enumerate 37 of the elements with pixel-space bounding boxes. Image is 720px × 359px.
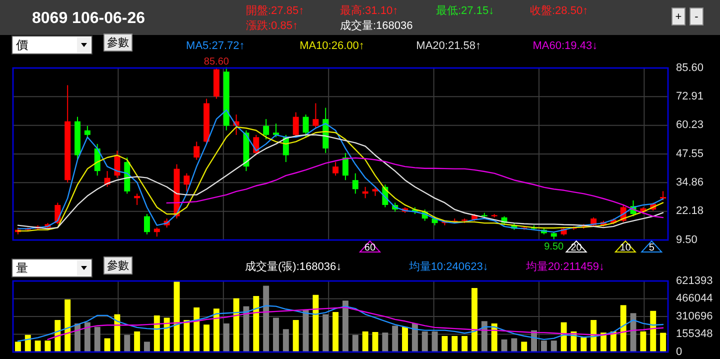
- y-tick-label: 72.91: [676, 90, 704, 103]
- text: 60: [364, 242, 376, 254]
- y-tick-label: 310696: [676, 310, 713, 322]
- text: MA60:19.43↓: [532, 40, 598, 52]
- text: 參數: [107, 36, 129, 49]
- annotation: 85.60: [204, 56, 230, 68]
- text: 量: [16, 261, 28, 276]
- chart-title: 8069 106-06-26: [32, 10, 146, 28]
- y-tick-label: 0: [676, 346, 682, 358]
- y-tick-label: 466044: [676, 292, 713, 305]
- text: MA5:27.72↑: [186, 40, 245, 52]
- text: 均量10:240623↓: [408, 260, 488, 273]
- annotation: 9.50: [544, 242, 564, 253]
- text: MA10:26.00↑: [300, 40, 364, 52]
- y-tick-label: 34.86: [676, 176, 704, 189]
- text: +: [675, 10, 682, 23]
- y-tick-label: 22.18: [676, 205, 704, 218]
- text: 最高:31.10↑: [340, 4, 398, 17]
- text: 最低:27.15↓: [436, 4, 494, 17]
- text: 均量20:211459↓: [524, 260, 605, 273]
- text: 5: [648, 242, 655, 254]
- y-tick-label: 85.60: [676, 62, 704, 74]
- text: 收盤:28.50↑: [530, 4, 588, 17]
- y-tick-label: 621393: [676, 274, 713, 287]
- y-tick-label: 60.23: [676, 119, 704, 132]
- text: -: [694, 10, 699, 23]
- text: 參數: [107, 258, 129, 272]
- text: 開盤:27.85↑: [246, 4, 304, 17]
- text: 漲跌:0.85↑: [246, 20, 298, 32]
- y-tick-label: 47.55: [676, 148, 704, 160]
- y-tick-label: 9.50: [676, 234, 698, 246]
- text: 價: [16, 38, 28, 52]
- text: 10: [620, 242, 632, 254]
- y-tick-label: 155348: [676, 328, 713, 340]
- text: 成交量(張):168036↓: [245, 260, 342, 273]
- text: MA20:21.58↑: [416, 40, 481, 52]
- text: 成交量:168036: [340, 18, 413, 32]
